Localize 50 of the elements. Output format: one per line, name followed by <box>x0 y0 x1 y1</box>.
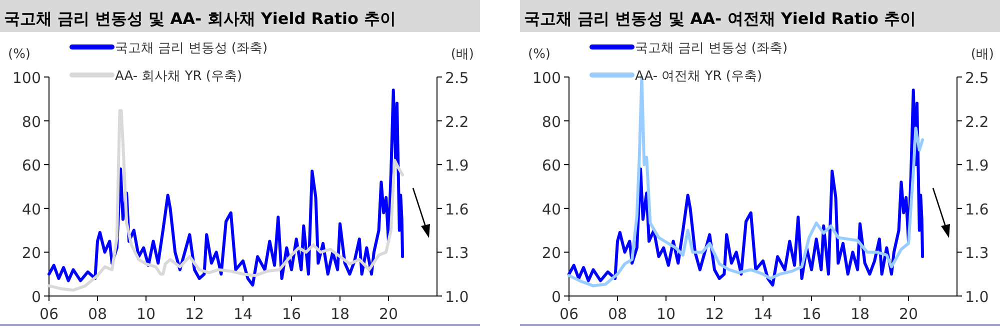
chart-title: 국고채 금리 변동성 및 AA- 회사채 Yield Ratio 추이 <box>4 9 396 28</box>
y-tick-label: 80 <box>22 112 41 131</box>
x-tick-label: 18 <box>850 305 870 323</box>
x-tick-label: 06 <box>39 305 59 323</box>
y-tick-label: 40 <box>542 200 561 218</box>
y-axis-title: (%) <box>528 47 550 62</box>
x-tick-label: 08 <box>88 305 108 323</box>
chart-title: 국고채 금리 변동성 및 AA- 여전채 Yield Ratio 추이 <box>524 9 916 28</box>
y-tick-label: 60 <box>22 156 41 175</box>
y-axis-title: (%) <box>8 47 30 62</box>
x-tick-label: 12 <box>184 305 204 323</box>
y-tick-label: 0 <box>31 288 41 306</box>
y2-tick-label: 2.2 <box>965 112 989 131</box>
y2-tick-label: 1.6 <box>965 200 989 218</box>
y2-tick-label: 2.5 <box>965 69 989 87</box>
x-tick-label: 20 <box>378 305 398 323</box>
legend-label: 국고채 금리 변동성 (좌축) <box>635 41 788 56</box>
y-tick-label: 20 <box>542 244 561 262</box>
y-tick-label: 60 <box>542 156 561 175</box>
x-tick-label: 16 <box>282 305 302 323</box>
x-tick-label: 20 <box>898 305 918 323</box>
x-tick-label: 10 <box>656 305 676 323</box>
y2-axis-title: (배) <box>450 47 474 62</box>
y-tick-label: 40 <box>22 200 41 218</box>
y2-tick-label: 2.2 <box>445 112 469 131</box>
y-tick-label: 100 <box>12 69 41 87</box>
legend-label: AA- 여전채 YR (우축) <box>635 69 762 84</box>
x-tick-label: 08 <box>608 305 628 323</box>
y-tick-label: 20 <box>22 244 41 262</box>
x-tick-label: 14 <box>233 305 253 323</box>
y2-tick-label: 1.9 <box>445 156 469 175</box>
x-tick-label: 18 <box>330 305 350 323</box>
y-tick-label: 0 <box>551 288 561 306</box>
x-tick-label: 16 <box>802 305 822 323</box>
y2-tick-label: 2.5 <box>445 69 469 87</box>
y2-tick-label: 1.3 <box>445 244 469 262</box>
y2-tick-label: 1.3 <box>965 244 989 262</box>
y2-axis-title: (배) <box>970 47 994 62</box>
x-tick-label: 06 <box>559 305 579 323</box>
x-tick-label: 10 <box>136 305 156 323</box>
legend-label: AA- 회사채 YR (우축) <box>115 69 242 84</box>
y-tick-label: 100 <box>532 69 561 87</box>
x-tick-label: 14 <box>753 305 773 323</box>
y2-tick-label: 1.0 <box>965 288 989 306</box>
x-tick-label: 12 <box>704 305 724 323</box>
y2-tick-label: 1.0 <box>445 288 469 306</box>
y2-tick-label: 1.9 <box>965 156 989 175</box>
legend-label: 국고채 금리 변동성 (좌축) <box>115 41 268 56</box>
y2-tick-label: 1.6 <box>445 200 469 218</box>
y-tick-label: 80 <box>542 112 561 131</box>
